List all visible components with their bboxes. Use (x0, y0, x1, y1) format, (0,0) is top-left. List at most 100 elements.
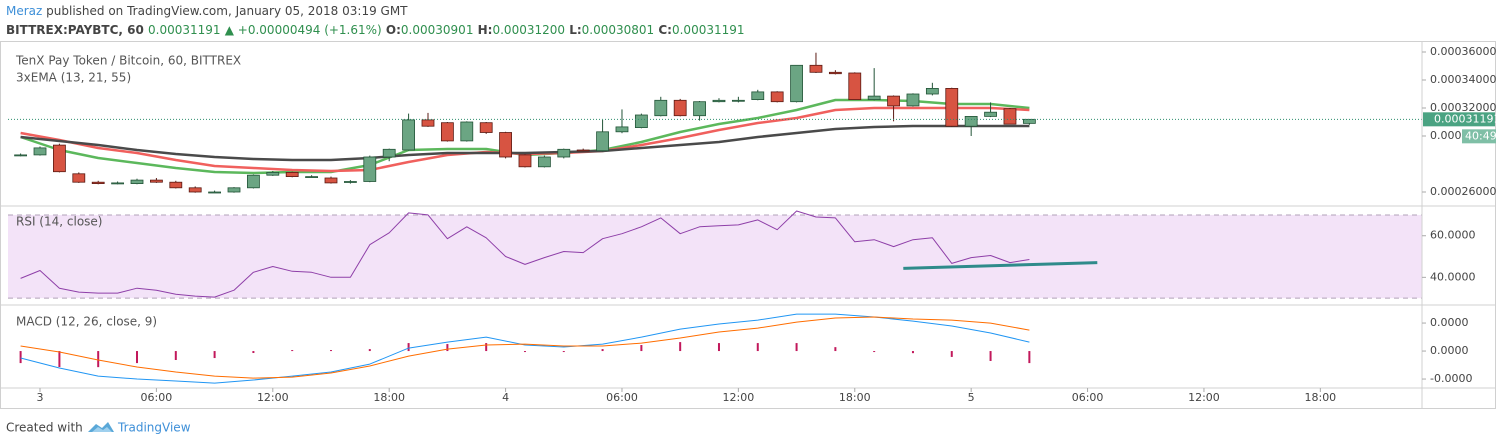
candle-body (537, 156, 551, 168)
x-tick-label: 06:00 (1072, 391, 1104, 404)
x-tick-label: 5 (968, 391, 975, 404)
x-tick-label: 18:00 (839, 391, 871, 404)
candle-body (14, 154, 28, 157)
pane-title: TenX Pay Token / Bitcoin, 60, BITTREX (15, 54, 241, 68)
y-tick-label: 0.0000 (1430, 316, 1469, 329)
chart-frame (0, 41, 1496, 409)
ema-line (20, 124, 1030, 162)
macd-histogram-bar (756, 343, 759, 352)
symbol: BITTREX:PAYBTC, 60 (6, 23, 144, 37)
candle-body (634, 114, 648, 129)
footer-brand[interactable]: TradingView (117, 421, 191, 435)
candle-body (828, 71, 842, 75)
x-tick-label: 12:00 (1188, 391, 1220, 404)
candle-body (72, 173, 86, 183)
macd-histogram-bar (834, 347, 837, 352)
candle-body (576, 149, 590, 152)
candle-body (91, 181, 105, 184)
macd-histogram-bar (174, 351, 177, 361)
candle-body (596, 131, 609, 152)
x-tick-label: 06:00 (606, 391, 638, 404)
candle-body (246, 174, 260, 189)
macd-histogram-bar (1028, 351, 1031, 364)
x-tick-label: 12:00 (257, 391, 289, 404)
candle-body (33, 147, 47, 156)
x-tick-label: 18:00 (1304, 391, 1336, 404)
y-tick-label: 0.0000 (1430, 344, 1469, 357)
candle-body (421, 119, 435, 127)
candle-body (1022, 118, 1036, 124)
x-tick-label: 12:00 (723, 391, 755, 404)
y-tick-label: 40.0000 (1430, 270, 1476, 283)
macd-histogram-bar (950, 351, 953, 357)
ohlc-label: H: (478, 23, 493, 37)
candle-body (848, 72, 862, 101)
footer-created: Created with (6, 421, 83, 435)
macd-histogram-bar (407, 343, 410, 352)
macd-histogram-bar (562, 351, 565, 353)
candle-body (285, 171, 299, 177)
candle-body (460, 121, 474, 142)
x-tick-label: 06:00 (141, 391, 173, 404)
ohlc-value: 0.00031200 (492, 23, 565, 37)
ohlc-value: 0.00031191 (672, 23, 745, 37)
candle-body (809, 64, 823, 73)
macd-histogram-bar (795, 343, 798, 352)
publish-line: Meraz published on TradingView.com, Janu… (6, 4, 408, 18)
candle-body (712, 99, 726, 103)
countdown-box (1462, 129, 1496, 144)
pane-title: MACD (12, 26, close, 9) (16, 315, 157, 329)
candle-body (499, 132, 512, 158)
candle-body (518, 154, 532, 168)
macd-histogram-bar (446, 344, 449, 352)
trendline (903, 261, 1098, 270)
candle-body (53, 144, 66, 173)
price: 0.00031191 (148, 23, 221, 37)
last-price-label: 0.00031191 (1434, 112, 1500, 125)
x-tick-label: 3 (37, 391, 44, 404)
y-tick-label: 0.00034000 (1430, 73, 1496, 86)
candle-body (925, 88, 939, 95)
rsi-band-fill (8, 214, 1422, 299)
candle-body (208, 191, 222, 194)
candle-body (111, 182, 125, 185)
candle-body (751, 91, 765, 101)
macd-histogram-bar (485, 343, 488, 352)
candle-body (382, 148, 396, 158)
macd-histogram-bar (640, 345, 643, 352)
candle-body (945, 88, 959, 127)
candle-body (130, 179, 144, 185)
candle-body (654, 99, 668, 117)
y-tick-label: 60.0000 (1430, 229, 1476, 242)
ohlc-value: 0.00030801 (582, 23, 655, 37)
macd-line (20, 313, 1030, 384)
candle-body (770, 91, 784, 103)
plot-layer (8, 52, 1422, 384)
candle-body (188, 187, 202, 193)
ohlc-value: 0.00030901 (401, 23, 474, 37)
candle-body (790, 64, 803, 103)
macd-histogram-bar (97, 351, 100, 368)
candle-body (440, 122, 454, 142)
candle-body (1003, 108, 1017, 125)
candle-body (693, 101, 706, 117)
candle-body (557, 148, 571, 158)
candle-body (984, 111, 997, 117)
macd-histogram-bar (291, 350, 294, 352)
published: published on TradingView.com, January 05… (46, 4, 408, 18)
macd-histogram-bar (368, 349, 371, 352)
macd-histogram-bar (252, 351, 255, 354)
change: ▲ +0.00000494 (+1.61%) (225, 23, 382, 37)
macd-histogram-bar (329, 350, 332, 352)
ohlc-label: O: (386, 23, 401, 37)
macd-histogram-bar (136, 351, 139, 364)
candle-body (150, 179, 163, 183)
candle-body (731, 99, 745, 102)
ohlc-label: C: (658, 23, 672, 37)
author[interactable]: Meraz (6, 4, 42, 18)
candle-body (906, 93, 920, 107)
tradingview-logo (88, 422, 114, 432)
candle-body (402, 119, 415, 151)
candle-body (227, 187, 241, 193)
macd-line (20, 316, 1030, 379)
